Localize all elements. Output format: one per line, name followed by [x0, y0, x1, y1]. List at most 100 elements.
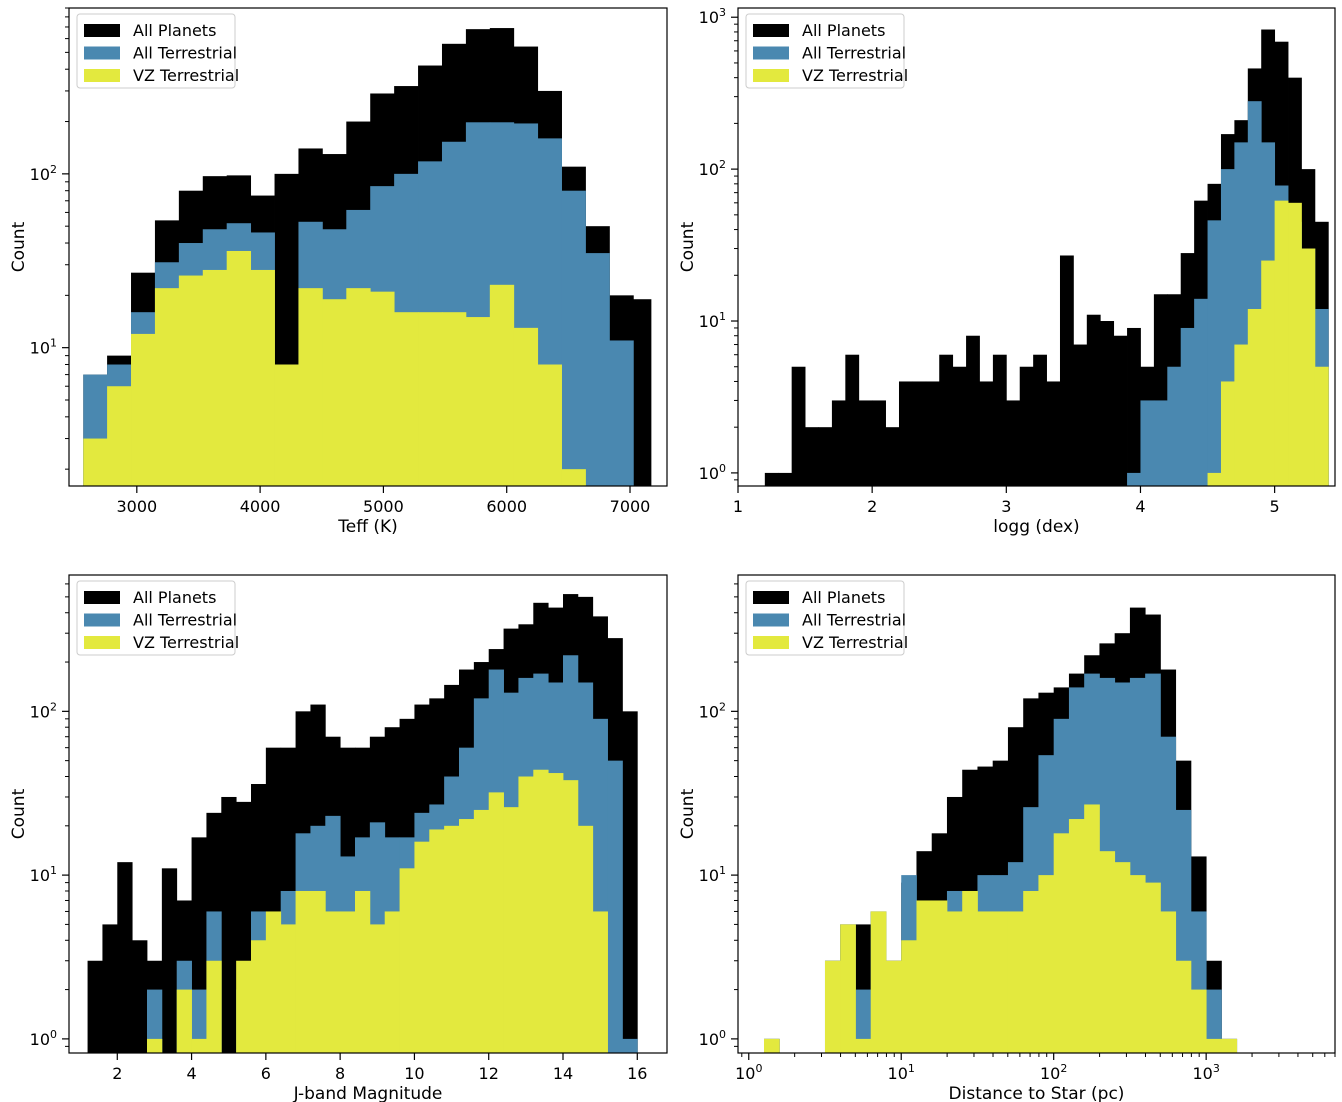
bar — [1140, 400, 1155, 486]
bar — [858, 400, 873, 486]
legend-swatch — [84, 69, 120, 82]
bar — [633, 299, 652, 486]
y-tick-label: 101 — [30, 864, 57, 885]
y-axis-label: Count — [9, 221, 29, 272]
legend-swatch — [753, 591, 789, 604]
bar — [369, 924, 386, 1053]
bar — [503, 807, 519, 1053]
x-tick-label: 2 — [112, 1064, 122, 1083]
axes-frame — [68, 7, 668, 487]
bar — [132, 940, 148, 1053]
legend-swatch — [753, 636, 789, 649]
bar — [154, 288, 180, 486]
bar — [962, 890, 978, 1053]
bar — [607, 760, 623, 1053]
chart-panel-1: 3000 4000 5000 6000 7000 Teff (K) 101 102 Count A… — [9, 7, 668, 537]
bar — [1160, 911, 1177, 1053]
bar — [251, 940, 267, 1053]
bar — [465, 317, 491, 486]
bar — [561, 469, 586, 486]
bar — [459, 819, 475, 1053]
bar — [966, 335, 980, 486]
bar — [298, 288, 323, 486]
bar — [1145, 882, 1161, 1053]
bar — [221, 796, 237, 1053]
bar — [265, 911, 282, 1053]
bar — [322, 299, 347, 486]
bar — [561, 190, 586, 486]
bar — [592, 911, 608, 1053]
legend-label: All Planets — [802, 588, 885, 607]
bars — [83, 28, 652, 486]
bar — [939, 354, 954, 486]
bar — [764, 472, 779, 486]
y-axis: 100 101 102 — [30, 583, 69, 1049]
bar — [394, 312, 419, 486]
legend-swatch — [84, 613, 120, 627]
bar — [1314, 366, 1329, 486]
y-tick-label: 100 — [699, 462, 726, 483]
bar — [824, 960, 841, 1053]
bar — [1007, 911, 1024, 1053]
bar — [161, 868, 178, 1053]
x-tick-label: 4 — [1135, 497, 1145, 516]
y-tick-label: 100 — [30, 1028, 57, 1049]
x-axis: 100 101 102 103 — [735, 1053, 1336, 1083]
y-axis: 100 101 102 — [699, 583, 738, 1049]
legend-swatch — [753, 613, 789, 627]
bar — [107, 386, 132, 486]
bar — [1099, 851, 1116, 1053]
x-axis: 2 4 6 8 10 12 14 16 — [112, 1053, 647, 1083]
chart-panel-2: 1 2 3 4 5 logg (dex) 100 101 102 103 Count All Plan… — [678, 6, 1336, 537]
bar — [791, 366, 806, 486]
bar — [912, 381, 927, 486]
bar — [236, 960, 252, 1053]
legend: All Planets All Terrestrial VZ Terrestrial — [745, 13, 908, 89]
bar — [340, 911, 356, 1053]
bar — [855, 1038, 872, 1053]
series-vz-terrestrial — [147, 769, 608, 1053]
bar — [346, 288, 371, 486]
bar — [805, 427, 819, 486]
legend-swatch — [84, 636, 120, 649]
bar — [885, 427, 900, 486]
x-tick-label: 3000 — [116, 497, 157, 516]
y-tick-label: 101 — [30, 337, 57, 358]
bar — [226, 250, 252, 486]
bar — [931, 900, 948, 1053]
bar — [250, 269, 275, 486]
x-tick-label: 10 — [404, 1064, 424, 1083]
bar — [1206, 989, 1222, 1053]
bar — [418, 312, 443, 486]
legend-swatch — [753, 69, 789, 82]
bar — [1129, 875, 1146, 1053]
bar — [1190, 989, 1207, 1053]
x-tick-label: 5000 — [363, 497, 404, 516]
y-axis: 101 102 — [30, 7, 69, 470]
x-tick-label: 4 — [186, 1064, 196, 1083]
bar — [1301, 248, 1316, 486]
bar — [102, 924, 118, 1053]
legend-label: All Planets — [133, 588, 216, 607]
bar — [946, 911, 963, 1053]
bar — [414, 841, 430, 1053]
bar — [992, 354, 1007, 486]
bar — [1234, 344, 1249, 486]
legend-label: All Planets — [802, 21, 885, 40]
bar — [1153, 400, 1168, 486]
bar — [473, 809, 490, 1053]
bar — [310, 890, 326, 1053]
bar — [1033, 354, 1047, 486]
bar — [818, 427, 833, 486]
bar — [1194, 298, 1208, 486]
bar — [1288, 202, 1302, 486]
bar — [563, 780, 579, 1053]
bar — [202, 269, 228, 486]
bar — [1006, 400, 1021, 486]
bar — [1247, 308, 1262, 486]
legend: All Planets All Terrestrial VZ Terrestrial — [745, 580, 908, 656]
bar — [147, 1038, 163, 1053]
series-vz-terrestrial — [764, 804, 1238, 1053]
bar — [280, 924, 296, 1053]
x-axis-label: Teff (K) — [337, 517, 397, 537]
